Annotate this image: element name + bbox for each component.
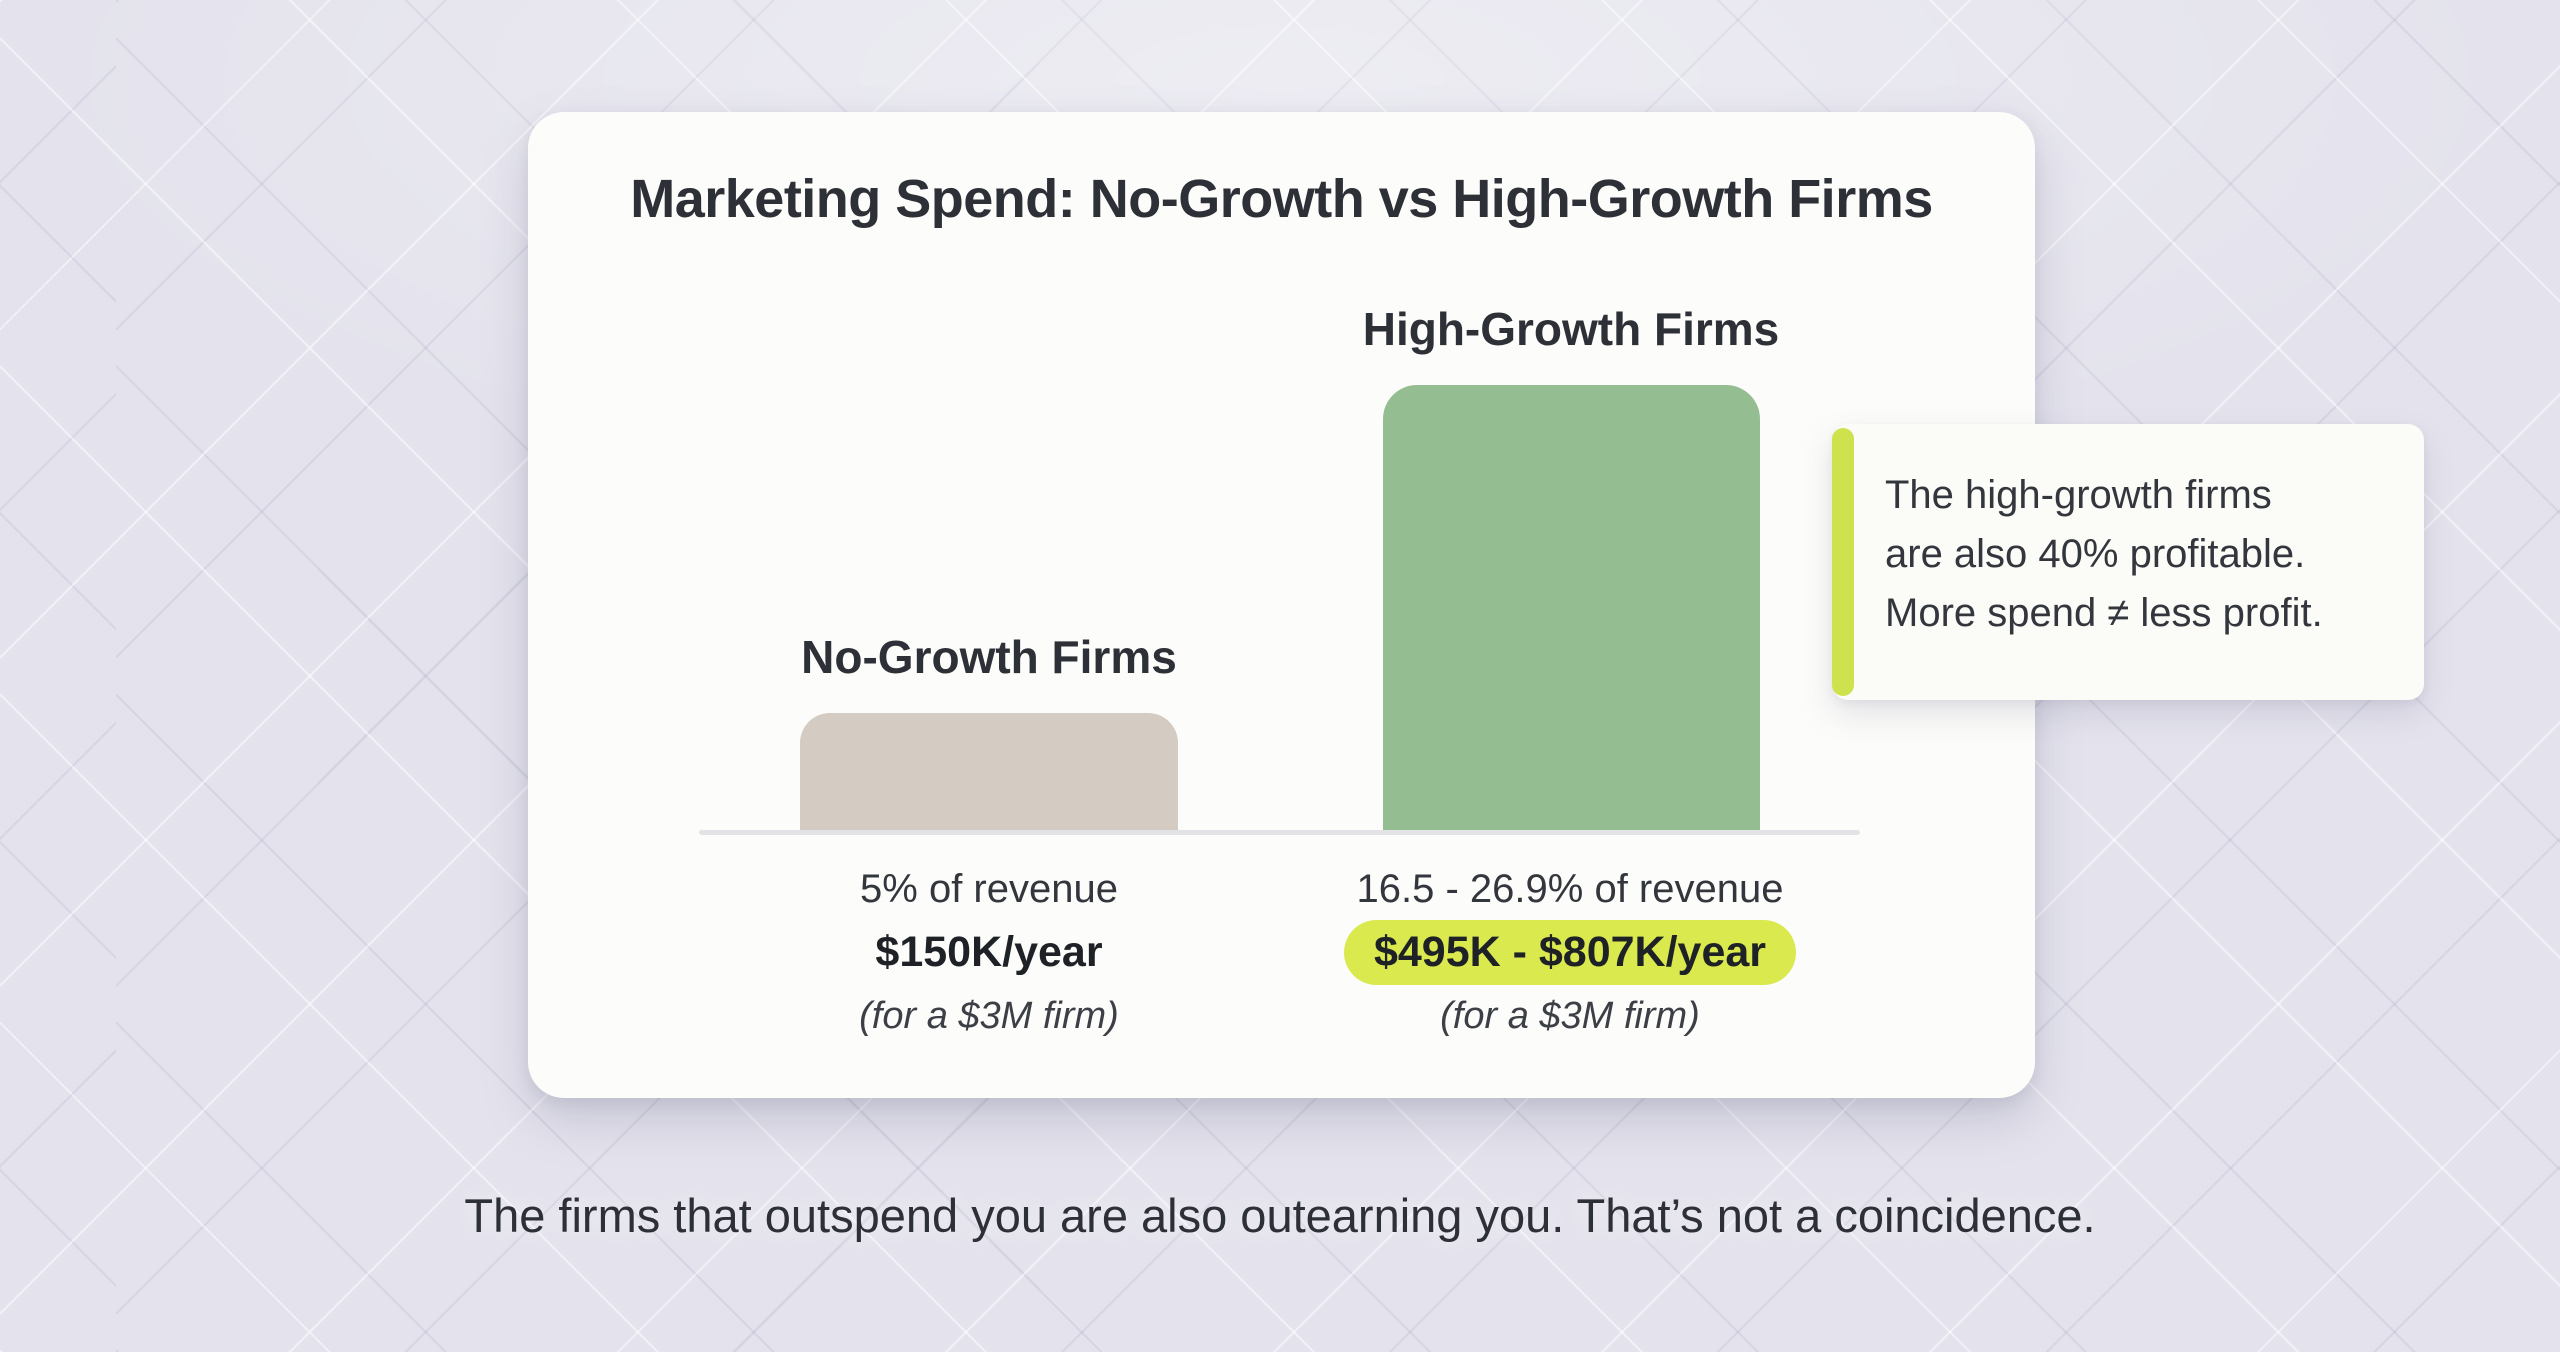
spend-label-highlight-pill: $495K - $807K/year — [1343, 920, 1797, 985]
spend-row: $150K/year — [679, 920, 1299, 984]
spend-label: $150K/year — [875, 928, 1103, 976]
callout-line: are also 40% profitable. — [1885, 532, 2306, 576]
callout-text: The high-growth firms are also 40% profi… — [1885, 466, 2404, 643]
spend-row: $495K - $807K/year — [1245, 920, 1895, 985]
value-group-no-growth: 5% of revenue $150K/year (for a $3M firm… — [679, 864, 1299, 1040]
pct-of-revenue-label: 16.5 - 26.9% of revenue — [1356, 867, 1784, 911]
baseline-axis — [699, 830, 1860, 835]
callout-line: More spend ≠ less profit. — [1885, 591, 2323, 635]
bottom-caption: The firms that outspend you are also out… — [464, 1189, 2096, 1242]
callout-line: The high-growth firms — [1885, 473, 2272, 517]
profitability-callout: The high-growth firms are also 40% profi… — [1832, 424, 2424, 700]
pct-of-revenue-label: 5% of revenue — [860, 867, 1118, 911]
callout-accent-bar — [1832, 428, 1854, 696]
chart-title: Marketing Spend: No-Growth vs High-Growt… — [630, 169, 1933, 229]
bar-no-growth — [800, 713, 1178, 833]
bar-high-growth — [1383, 385, 1760, 833]
bar-label-high-growth: High-Growth Firms — [1362, 303, 1780, 355]
firm-basis-note: (for a $3M firm) — [1440, 995, 1700, 1037]
bar-label-no-growth: No-Growth Firms — [801, 631, 1177, 683]
value-group-high-growth: 16.5 - 26.9% of revenue $495K - $807K/ye… — [1245, 864, 1895, 1040]
firm-basis-note: (for a $3M firm) — [859, 995, 1119, 1037]
